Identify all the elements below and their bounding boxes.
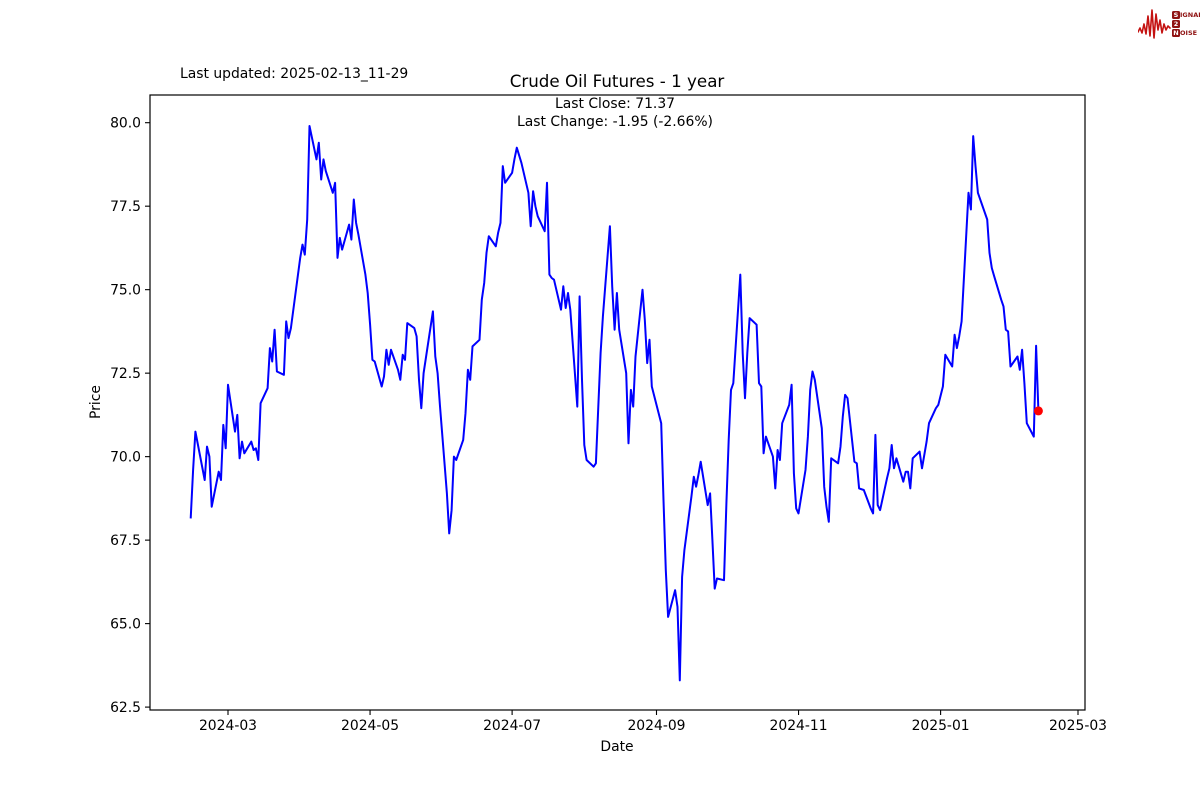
plot-frame: [149, 94, 1086, 711]
price-line: [189, 125, 1040, 682]
logo-letter-box-n: N: [1172, 29, 1180, 37]
logo-text-signal: IGNAL: [1180, 11, 1200, 19]
x-axis-tick-label: 2024-11: [770, 718, 828, 734]
y-axis-tick-label: 77.5: [110, 199, 141, 215]
y-axis-tick-label: 75.0: [110, 282, 141, 298]
logo-text-noise: OISE: [1180, 29, 1198, 37]
x-axis-tick-label: 2024-05: [341, 718, 399, 734]
y-axis-tick-label: 62.5: [110, 700, 141, 716]
waveform-icon: [1138, 9, 1171, 39]
x-axis-tick-label: 2025-03: [1049, 718, 1107, 734]
brand-logo: S IGNAL 2 N OISE: [1138, 4, 1200, 44]
logo-text-block: S IGNAL 2 N OISE: [1172, 11, 1200, 37]
x-axis-tick-label: 2024-03: [199, 718, 257, 734]
logo-row-noise: N OISE: [1172, 29, 1200, 37]
logo-row-2: 2: [1172, 20, 1200, 28]
y-axis-tick-label: 80.0: [110, 116, 141, 132]
y-axis-label: Price: [88, 385, 104, 419]
y-axis-tick-label: 70.0: [110, 449, 141, 465]
x-axis-label: Date: [600, 739, 634, 755]
logo-letter-box-2: 2: [1172, 20, 1180, 28]
y-axis-tick-label: 72.5: [110, 366, 141, 382]
last-change-annotation: Last Change: -1.95 (-2.66%): [517, 114, 713, 130]
logo-letter-box-s: S: [1172, 11, 1180, 19]
last-updated-text: Last updated: 2025-02-13_11-29: [180, 66, 409, 82]
x-axis-tick-label: 2024-07: [483, 718, 541, 734]
y-axis-tick-label: 65.0: [110, 616, 141, 632]
y-axis-tick-label: 67.5: [110, 533, 141, 549]
x-axis-tick-label: 2025-01: [912, 718, 970, 734]
x-axis-tick-label: 2024-09: [627, 718, 685, 734]
logo-row-signal: S IGNAL: [1172, 11, 1200, 19]
last-close-annotation: Last Close: 71.37: [554, 96, 676, 112]
last-price-marker: [1033, 406, 1043, 416]
chart-title: Crude Oil Futures - 1 year: [509, 71, 725, 91]
